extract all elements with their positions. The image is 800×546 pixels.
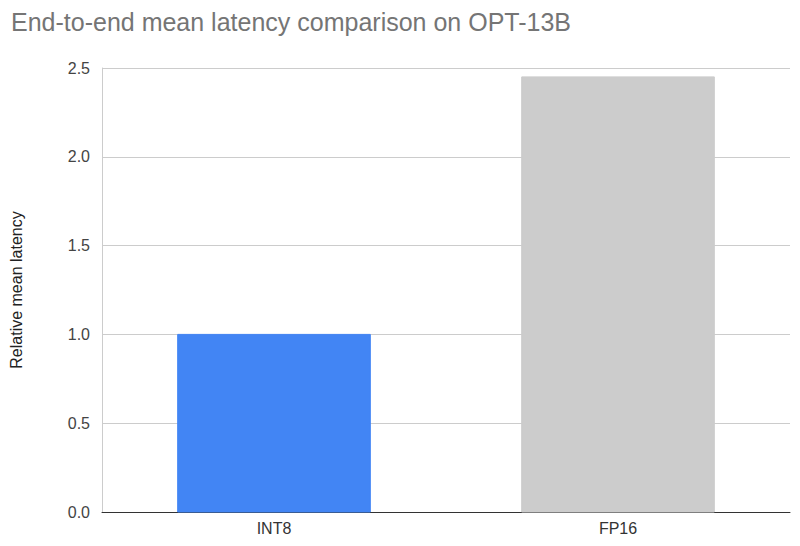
svg-text:1.0: 1.0: [68, 326, 90, 343]
svg-text:Relative mean latency: Relative mean latency: [8, 211, 25, 368]
svg-text:2.5: 2.5: [68, 60, 90, 77]
svg-text:2.0: 2.0: [68, 148, 90, 165]
svg-text:FP16: FP16: [599, 520, 637, 537]
svg-text:INT8: INT8: [257, 520, 292, 537]
svg-text:1.5: 1.5: [68, 237, 90, 254]
svg-text:0.5: 0.5: [68, 415, 90, 432]
svg-text:End-to-end mean latency compar: End-to-end mean latency comparison on OP…: [11, 8, 571, 36]
svg-text:0.0: 0.0: [68, 504, 90, 521]
